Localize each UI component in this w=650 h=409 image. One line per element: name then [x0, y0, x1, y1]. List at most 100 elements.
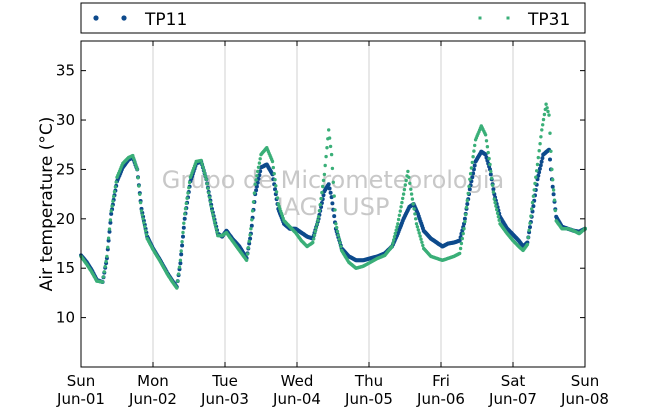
data-point: [491, 187, 496, 192]
data-point: [200, 162, 204, 166]
x-tick-label-day: Mon: [137, 372, 169, 390]
data-point: [485, 145, 490, 149]
data-point: [412, 207, 416, 211]
data-point: [248, 233, 252, 237]
data-point: [249, 223, 254, 228]
data-point: [204, 177, 208, 181]
data-point: [252, 191, 257, 195]
legend-dot: [121, 15, 127, 21]
data-point: [112, 194, 116, 199]
data-point: [103, 264, 107, 269]
data-point: [529, 214, 533, 218]
data-point: [417, 231, 421, 235]
data-point: [273, 178, 277, 182]
legend-box: [80, 2, 586, 34]
data-point: [144, 232, 149, 237]
data-point: [463, 219, 467, 224]
data-point: [548, 131, 552, 135]
series-tp31: [79, 102, 587, 290]
legend-marker-tp11: [93, 15, 127, 21]
data-point: [183, 212, 187, 216]
data-point: [139, 209, 144, 213]
data-point: [401, 192, 406, 196]
data-point: [464, 205, 469, 210]
data-point: [534, 175, 538, 179]
y-tick-label: 25: [56, 160, 75, 178]
data-point: [108, 218, 113, 222]
data-point: [393, 231, 397, 236]
data-point: [530, 207, 534, 211]
data-point: [246, 246, 250, 250]
data-point: [320, 190, 324, 195]
data-point: [143, 225, 147, 229]
data-point: [324, 154, 328, 159]
data-point: [132, 156, 136, 161]
data-point: [488, 172, 493, 177]
data-point: [483, 152, 488, 157]
data-point: [532, 188, 536, 192]
data-point: [202, 168, 206, 172]
data-point: [541, 117, 546, 122]
data-point: [552, 198, 557, 202]
data-point: [533, 181, 537, 186]
data-point: [538, 142, 542, 146]
data-point: [495, 207, 499, 212]
data-point: [494, 204, 498, 208]
y-axis-label: Air temperature (°C): [37, 117, 57, 292]
watermark-line-1: Grupo de Micrometeorologia: [162, 166, 504, 194]
x-tick-label-date: Jun-01: [56, 390, 105, 408]
data-point: [212, 216, 216, 220]
data-point: [473, 143, 477, 148]
data-point: [398, 209, 402, 213]
data-point: [490, 183, 495, 187]
data-point: [185, 196, 189, 200]
data-point: [470, 175, 475, 180]
data-point: [416, 228, 420, 232]
data-point: [413, 212, 417, 216]
data-point: [496, 215, 501, 219]
data-point: [488, 162, 492, 167]
data-point: [467, 184, 471, 189]
legend-dot: [478, 16, 482, 20]
data-point: [411, 202, 415, 206]
data-point: [326, 182, 331, 187]
data-point: [176, 272, 181, 276]
data-point: [137, 184, 141, 188]
data-point: [419, 237, 423, 241]
data-point: [546, 109, 550, 114]
data-point: [458, 251, 462, 256]
data-point: [551, 192, 556, 197]
data-point: [331, 180, 335, 184]
data-point: [106, 236, 111, 240]
data-point: [338, 241, 342, 245]
data-point: [258, 169, 263, 174]
data-point: [400, 200, 404, 205]
data-point: [460, 236, 464, 241]
data-point: [321, 178, 326, 183]
legend-dot: [93, 15, 99, 21]
data-point: [132, 159, 137, 163]
data-point: [249, 227, 253, 231]
data-point: [328, 190, 333, 195]
data-point: [327, 136, 332, 140]
data-point: [525, 242, 530, 247]
data-point: [114, 180, 118, 184]
x-tick-label-date: Jun-07: [488, 390, 537, 408]
data-point: [335, 225, 339, 230]
data-point: [274, 190, 279, 194]
data-point: [256, 165, 261, 169]
data-point: [178, 258, 183, 262]
data-point: [182, 221, 186, 225]
data-point: [461, 231, 465, 236]
data-point: [465, 198, 469, 203]
data-point: [100, 280, 105, 284]
data-point: [467, 187, 472, 192]
data-point: [201, 165, 205, 169]
data-series: [79, 102, 587, 290]
legend: TP11 TP31: [80, 2, 586, 34]
data-point: [135, 167, 139, 172]
x-tick-label-day: Thu: [354, 372, 383, 390]
data-point: [537, 166, 542, 171]
data-point: [492, 197, 496, 201]
